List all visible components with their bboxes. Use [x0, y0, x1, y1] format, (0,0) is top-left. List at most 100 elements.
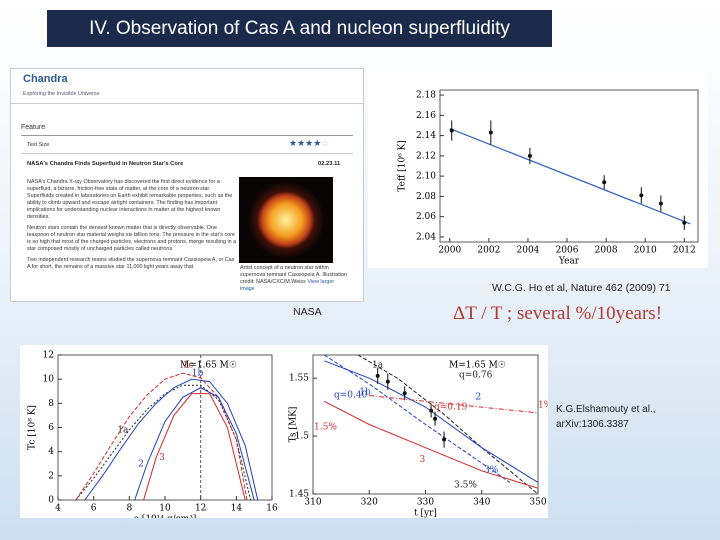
y-axis-label: Ts [MK] [289, 407, 299, 443]
divider [11, 103, 363, 104]
citation: W.C.G. Ho et al, Nature 462 (2009) 71 [492, 282, 671, 294]
legend: M=1.65 M☉ [449, 361, 506, 371]
y-tick-label: 10 [43, 375, 55, 385]
ho-plot-box: 2000 2002 2004 2006 2008 2010 2012 2.04 2.06 2.08… [368, 72, 708, 268]
right-plot: 310 320 330 340 350 1.45 1.5 1.55 t [yr] Ts [MK] 1… [289, 354, 548, 519]
y-tick-label: 12 [43, 351, 54, 361]
left-plot: 46810121416024681012ρ [10¹⁴ g/cm³]Tc [10… [28, 351, 278, 519]
curve [143, 393, 246, 501]
curve [324, 360, 539, 483]
y-tick-label: 2.08 [416, 192, 436, 202]
y-tick-label: 0 [48, 496, 54, 506]
curve [369, 395, 539, 414]
y-tick-label: 2.10 [416, 172, 436, 182]
x-tick-label: 16 [266, 504, 278, 514]
headline: NASA's Chandra Finds Superfluid in Neutr… [27, 161, 184, 167]
x-tick-label: 2010 [634, 246, 657, 256]
x-tick-label: 2002 [477, 246, 500, 256]
image-caption: Artist concept of a neutron star within … [240, 265, 350, 293]
y-tick-label: 1.45 [289, 490, 309, 500]
x-tick-label: 320 [361, 498, 378, 508]
curve-label: 1a [372, 361, 384, 371]
x-axis-label: Year [558, 257, 580, 267]
annotation: q=0.40 [334, 391, 368, 401]
y-tick-label: 2.12 [416, 151, 436, 161]
x-tick-label: 12 [195, 504, 206, 514]
data-point [682, 220, 687, 225]
curve [75, 372, 248, 501]
paragraph: Two independent research teams studied t… [27, 257, 235, 270]
y-tick-label: 2.16 [416, 111, 436, 121]
x-tick-label: 350 [529, 498, 546, 508]
curve-label: 1b [192, 369, 204, 379]
plot-frame [439, 89, 699, 243]
x-tick-label: 6 [91, 504, 97, 514]
data-point [375, 373, 380, 378]
article-body: NASA's Chandra X-ray Observatory has dis… [27, 179, 237, 275]
data-point [442, 437, 447, 442]
data-point [639, 193, 644, 198]
logo: Chandra [23, 73, 68, 85]
formula: ΔT / T ; several %/10years! [453, 303, 663, 324]
y-tick-label: 2 [48, 471, 54, 481]
curve-label: 1b [359, 387, 371, 397]
data-point [488, 130, 493, 135]
data-point [527, 153, 532, 158]
x-tick-label: 14 [231, 504, 243, 514]
y-tick-label: 4 [48, 447, 54, 457]
text-size: Text Size [27, 142, 50, 148]
x-axis-label: t [yr] [414, 509, 437, 519]
data-point [402, 391, 407, 396]
date: 02.23.11 [318, 161, 341, 167]
data-point [429, 408, 434, 413]
data-point [602, 180, 607, 185]
curve-label: 1a [117, 425, 129, 435]
annotation: q=0.19 [434, 403, 468, 413]
slide-title: IV. Observation of Cas A and nucleon sup… [47, 10, 552, 47]
x-tick-label: 8 [126, 504, 132, 514]
paragraph: Neutron stars contain the densest known … [27, 225, 237, 252]
curve [75, 384, 252, 501]
x-tick-label: 10 [159, 504, 171, 514]
citation-line: K.G.Elshamouty et al., [556, 404, 656, 415]
y-tick-label: 1.55 [289, 374, 309, 384]
annotation: 1.5% [314, 423, 337, 433]
tagline: Exploring the Invisible Universe [23, 91, 100, 97]
x-tick-label: 2006 [556, 246, 579, 256]
x-tick-label: 2004 [517, 246, 540, 256]
x-tick-label: 2008 [595, 246, 618, 256]
curve-label: 2 [476, 393, 482, 403]
curve-label: 2 [138, 459, 144, 469]
curve-label: 1% [538, 400, 548, 410]
x-tick-label: 4 [55, 504, 61, 514]
y-tick-label: 6 [48, 423, 54, 433]
x-tick-label: 2000 [438, 246, 461, 256]
curve-label: 1c [183, 361, 194, 371]
y-tick-label: 1.5 [295, 432, 310, 442]
y-tick-label: 2.18 [416, 91, 436, 101]
x-tick-label: 310 [304, 498, 321, 508]
curve [134, 387, 255, 501]
section: Feature [21, 124, 46, 131]
elshamouty-plots: 46810121416024681012ρ [10¹⁴ g/cm³]Tc [10… [20, 345, 548, 518]
curve-label: 3 [159, 453, 165, 463]
curve [357, 354, 539, 495]
chandra-screenshot: Chandra Exploring the Invisible Universe… [10, 68, 364, 302]
annotation: 3% [484, 466, 499, 476]
caption-link[interactable]: View larger image [240, 279, 335, 292]
ho-plot: 2000 2002 2004 2006 2008 2010 2012 2.04 2.06 2.08… [398, 89, 699, 267]
neutron-star-image [239, 177, 333, 263]
y-tick-label: 8 [48, 399, 54, 409]
caption-text: Artist concept of a neutron star within … [240, 265, 347, 285]
citation: K.G.Elshamouty et al., arXiv:1306.3387 [556, 402, 656, 432]
curve-label: 3 [420, 455, 426, 465]
data-point [433, 416, 438, 421]
data-point [385, 379, 390, 384]
divider [21, 153, 353, 154]
y-axis-label: Teff [10⁶ K] [398, 140, 408, 192]
x-axis-label: ρ [10¹⁴ g/cm³] [134, 515, 197, 519]
annotation: 3.5% [454, 481, 477, 491]
y-tick-label: 2.06 [416, 212, 436, 222]
divider [21, 135, 353, 136]
